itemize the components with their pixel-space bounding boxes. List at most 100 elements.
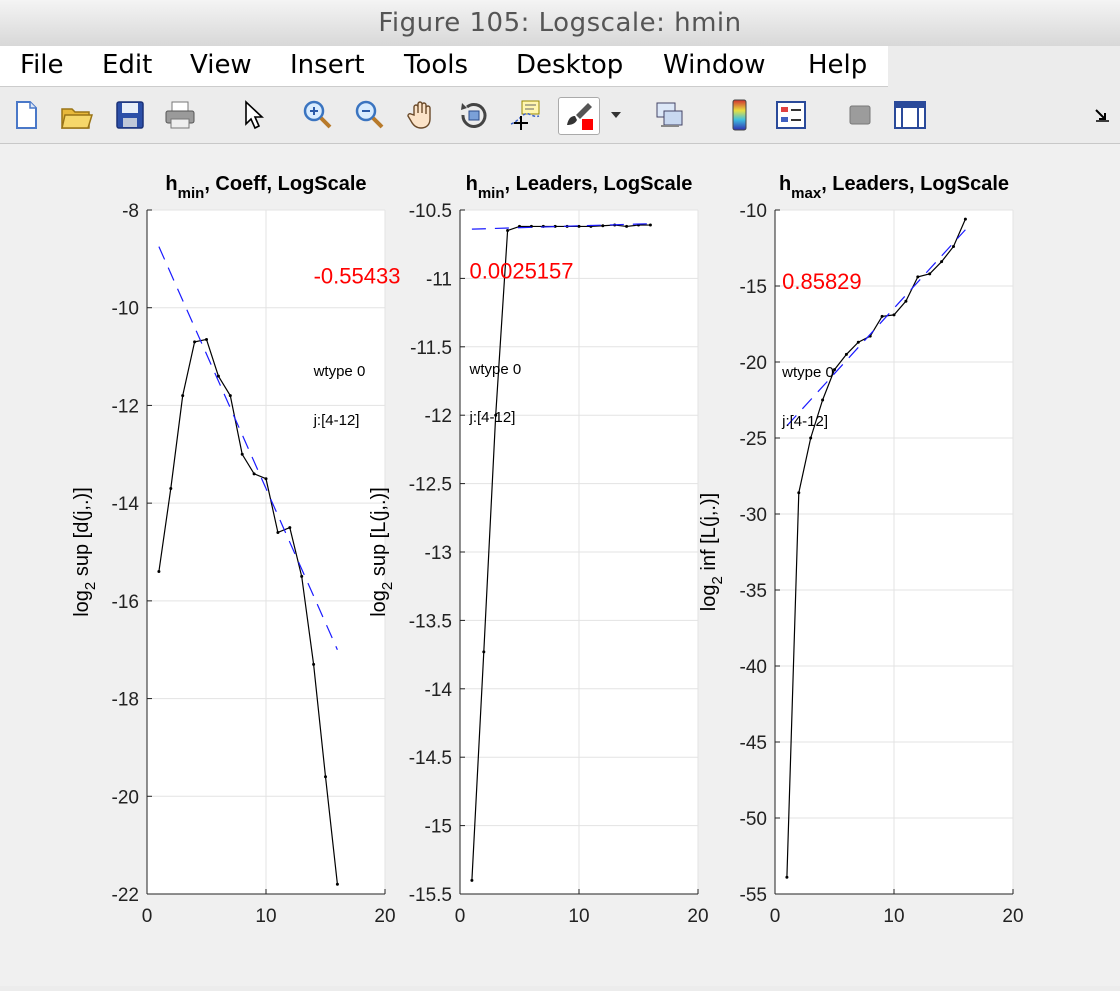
menu-insert[interactable]: Insert: [290, 50, 365, 80]
data-point: [648, 223, 652, 227]
y-tick-label: -13.5: [409, 611, 452, 632]
y-tick-label: -14: [425, 680, 453, 701]
y-tick-label: -55: [740, 885, 767, 906]
y-tick-label: -22: [112, 885, 139, 906]
data-point: [785, 875, 789, 879]
print-icon[interactable]: [162, 97, 198, 133]
chart-title: hmin, Coeff, LogScale: [165, 173, 366, 202]
save-icon[interactable]: [112, 97, 148, 133]
annotation-text: j:[4-12]: [313, 412, 360, 429]
new-figure-icon[interactable]: [8, 97, 44, 133]
y-tick-label: -25: [740, 429, 767, 450]
data-point: [833, 368, 836, 372]
data-point: [324, 775, 327, 779]
menu-edit[interactable]: Edit: [102, 50, 153, 80]
y-axis-label: log2 sup [L(j,.)]: [368, 487, 396, 617]
chart-title: hmax, Leaders, LogScale: [779, 173, 1009, 202]
annotation-text: 0.85829: [782, 269, 862, 294]
menu-bar-filler: [888, 46, 1120, 86]
y-tick-label: -14: [112, 494, 140, 515]
link-plot-icon[interactable]: [652, 97, 688, 133]
data-point: [335, 882, 339, 886]
y-tick-label: -45: [740, 733, 767, 754]
data-point: [169, 486, 173, 490]
chart-3: 0 10 20 -55 -50 -45 -40 -35 -30 -25 -20 -15 -10 hmax,…: [698, 173, 1024, 927]
colorbar-icon[interactable]: [722, 97, 758, 133]
fit-line: [158, 246, 338, 650]
data-point: [844, 352, 848, 356]
data-point: [904, 299, 908, 303]
y-tick-label: -12.5: [409, 475, 452, 496]
x-tick-label: 20: [687, 906, 708, 927]
brush-dropdown-icon[interactable]: [602, 97, 630, 133]
figure-toolbar: [0, 87, 1120, 144]
y-tick-label: -12: [112, 396, 139, 417]
data-point: [252, 472, 256, 476]
data-point: [856, 340, 860, 344]
menu-view[interactable]: View: [190, 50, 252, 80]
y-tick-label: -10: [112, 299, 139, 320]
brush-icon[interactable]: [558, 97, 600, 135]
menu-help[interactable]: Help: [808, 50, 868, 80]
data-point: [470, 878, 474, 882]
data-point: [880, 314, 884, 318]
hide-plot-tools-icon[interactable]: [842, 97, 878, 133]
data-point: [928, 272, 932, 276]
pointer-icon[interactable]: [234, 97, 270, 133]
data-point: [312, 662, 316, 666]
chart-2: 0 10 20 -15.5 -15 -14.5 -14 -13.5 -13 -12.5 -12 -11…: [368, 173, 709, 927]
y-tick-label: -11.5: [410, 338, 452, 359]
y-axis-label: log2 sup [d(j,.)]: [71, 487, 99, 617]
data-point: [228, 394, 232, 398]
chart-1: 0 10 20 -22 -20 -18 -16 -14 -12 -10 -8 hmin, Coeff,…: [71, 173, 400, 927]
fit-line: [471, 223, 651, 230]
window-title: Figure 105: Logscale: hmin: [378, 8, 742, 38]
figure-plots: 0 10 20 -22 -20 -18 -16 -14 -12 -10 -8 hmin, Coeff,…: [71, 173, 1024, 927]
open-file-icon[interactable]: [58, 97, 94, 133]
y-tick-label: -35: [740, 581, 767, 602]
menu-bar: File Edit View Insert Tools Desktop Wind…: [0, 46, 888, 87]
x-tick-label: 20: [374, 906, 395, 927]
rotate-3d-icon[interactable]: [456, 97, 492, 133]
x-tick-label: 10: [568, 906, 589, 927]
data-line: [158, 338, 338, 885]
zoom-out-icon[interactable]: [352, 97, 388, 133]
data-point: [577, 224, 581, 228]
y-tick-label: -16: [112, 592, 139, 613]
data-point: [916, 275, 920, 279]
menu-window[interactable]: Window: [663, 50, 766, 80]
data-point: [205, 337, 208, 341]
pan-hand-icon[interactable]: [404, 97, 440, 133]
legend-icon[interactable]: [773, 97, 809, 133]
data-point: [240, 452, 244, 456]
data-point: [181, 394, 185, 398]
data-point: [892, 313, 896, 317]
y-tick-label: -20: [740, 353, 767, 374]
data-cursor-icon[interactable]: [508, 97, 544, 133]
show-plot-tools-icon[interactable]: [892, 97, 928, 133]
data-point: [821, 398, 825, 402]
zoom-in-icon[interactable]: [300, 97, 336, 133]
y-tick-label: -15.5: [409, 885, 452, 906]
x-tick-label: 20: [1002, 906, 1023, 927]
y-tick-label: -12: [425, 406, 452, 427]
data-point: [276, 530, 280, 534]
data-point: [482, 650, 486, 654]
y-tick-label: -40: [740, 657, 767, 678]
data-point: [300, 574, 304, 578]
dock-arrow-icon[interactable]: [1090, 97, 1114, 133]
y-tick-label: -8: [122, 201, 139, 222]
menu-tools[interactable]: Tools: [404, 50, 469, 80]
y-tick-label: -50: [740, 809, 767, 830]
annotation-text: j:[4-12]: [469, 409, 516, 426]
x-tick-label: 0: [455, 906, 466, 927]
data-point: [940, 260, 944, 264]
y-tick-label: -20: [112, 787, 139, 808]
y-axis-label: log2 inf [L(j,.)]: [698, 493, 726, 611]
menu-desktop[interactable]: Desktop: [516, 50, 624, 80]
figure-canvas: 0 10 20 -22 -20 -18 -16 -14 -12 -10 -8 hmin, Coeff,…: [0, 144, 1120, 986]
x-tick-label: 10: [883, 906, 904, 927]
menu-file[interactable]: File: [20, 50, 64, 80]
data-point: [494, 413, 498, 417]
data-point: [952, 244, 955, 248]
